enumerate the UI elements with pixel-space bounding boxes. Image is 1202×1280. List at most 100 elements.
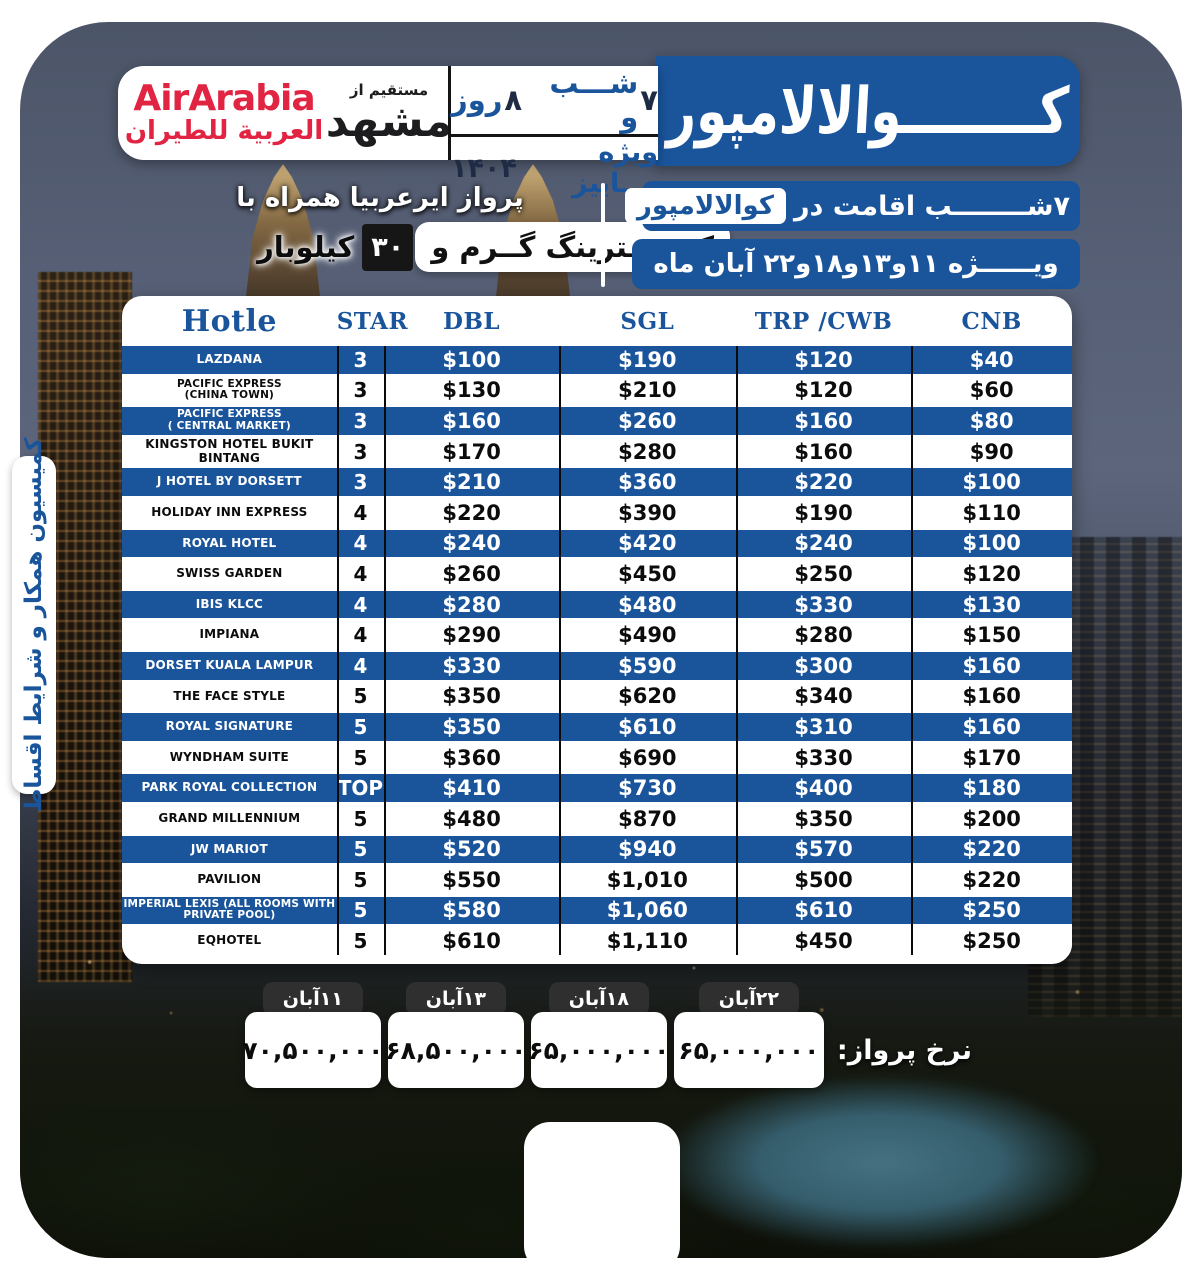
cnb-cell: $220 <box>962 867 1021 892</box>
cnb-cell: $110 <box>962 500 1021 525</box>
dbl-cell: $220 <box>442 500 501 525</box>
duration-segment: روز <box>451 83 503 117</box>
rate-date-badge: ۱۳آبان <box>405 982 506 1016</box>
hotel-name: THE FACE STYLE <box>173 688 286 703</box>
trp-cwb-cell: $330 <box>794 592 853 617</box>
cnb-cell: $80 <box>969 408 1014 433</box>
sgl-cell: $870 <box>618 806 677 831</box>
table-row: PACIFIC EXPRESS( CENTRAL MARKET) 3 $160 $26… <box>122 407 1072 435</box>
hotel-name: PACIFIC EXPRESS (CHINA TOWN) <box>176 377 282 402</box>
flight-with-text: پرواز ایرعربیا همراه با <box>236 183 524 213</box>
trp-cwb-cell: $340 <box>794 684 853 709</box>
dbl-cell: $480 <box>442 806 501 831</box>
trp-cwb-cell: $400 <box>794 776 853 801</box>
departure-dates-line: ویــــــژه ۱۱و۱۳و۱۸و۲۲ آبان ماه <box>632 239 1080 289</box>
sgl-cell: $690 <box>618 745 677 770</box>
flight-rate-item: ۱۳آبان ۶۸,۵۰۰,۰۰۰ <box>385 982 526 1088</box>
dbl-cell: $580 <box>442 898 501 923</box>
dbl-cell: $160 <box>442 408 501 433</box>
duration-segment: شـــب و <box>549 66 639 134</box>
brand-arabic-name: العربية للطيران <box>124 116 324 147</box>
rate-price-value: ۶۵,۰۰۰,۰۰۰ <box>528 1012 669 1088</box>
duration-block: ۷ شـــب و ۸ روز ویژه پـــاییز ۱۴۰۴ <box>448 66 658 199</box>
hotel-name: EQHOTEL <box>197 933 262 948</box>
header-logo-box: AirArabia العربية للطيران مستقیم از مشهد… <box>118 66 658 199</box>
flight-rate-item: ۱۱آبان ۷۰,۵۰۰,۰۰۰ <box>242 982 383 1088</box>
table-row: ROYAL SIGNATURE 5 $350 $610 $310 $160 <box>122 713 1072 741</box>
table-row: EQHOTEL 5 $610 $1,110 $450 $250 <box>122 927 1072 955</box>
table-row: IMPERIAL LEXIS (ALL ROOMS WITH PRIVATE PO… <box>122 896 1072 925</box>
sgl-cell: $260 <box>618 408 677 433</box>
sgl-cell: $390 <box>618 500 677 525</box>
sgl-cell: $210 <box>618 378 677 403</box>
hotel-name: SWISS GARDEN <box>176 566 283 581</box>
star-cell: 3 <box>353 439 368 464</box>
trp-cwb-cell: $250 <box>794 561 853 586</box>
dbl-cell: $240 <box>442 531 501 556</box>
star-cell: 5 <box>353 684 368 709</box>
dbl-cell: $610 <box>442 929 501 954</box>
hotel-name: IMPERIAL LEXIS (ALL ROOMS WITH PRIVATE PO… <box>123 897 336 922</box>
sgl-cell: $450 <box>618 561 677 586</box>
column-header-hotle: Hotle <box>181 303 277 339</box>
duration-segment: ۷ <box>640 83 658 117</box>
swimming-pool <box>660 1075 1100 1250</box>
cnb-cell: $250 <box>962 898 1021 923</box>
hotel-name: J HOTEL BY DORSETT <box>156 474 302 489</box>
dbl-cell: $550 <box>442 867 501 892</box>
dbl-cell: $260 <box>442 561 501 586</box>
trp-cwb-cell: $300 <box>794 653 853 678</box>
column-header-cnb: CNB <box>961 307 1022 335</box>
rate-price-value: ۷۰,۵۰۰,۰۰۰ <box>242 1012 383 1088</box>
flight-rate-item: ۲۲آبان ۶۵,۰۰۰,۰۰۰ <box>673 982 824 1088</box>
hotel-name: LAZDANA <box>196 352 263 367</box>
cnb-cell: $120 <box>962 561 1021 586</box>
dbl-cell: $520 <box>442 837 501 862</box>
star-cell: 5 <box>353 898 368 923</box>
trp-cwb-cell: $330 <box>794 745 853 770</box>
season-line: ویژه پـــاییز ۱۴۰۴ <box>451 137 658 199</box>
sgl-cell: $620 <box>618 684 677 709</box>
header-divider <box>601 183 605 287</box>
season-segment: ۱۴۰۴ <box>451 152 517 184</box>
sgl-cell: $190 <box>618 347 677 372</box>
hotel-price-table: Hotle STAR DBL SGL TRP /CWB CNB LAZDANA 3 $100 $… <box>122 296 1072 964</box>
star-cell: 4 <box>353 592 368 617</box>
star-cell: 3 <box>353 378 368 403</box>
table-row: LAZDANA 3 $100 $190 $120 $40 <box>122 346 1072 374</box>
rate-price-value: ۶۵,۰۰۰,۰۰۰ <box>673 1012 824 1088</box>
destination-title-banner: کــــــــوالالامپور <box>656 56 1080 166</box>
sgl-cell: $1,110 <box>606 929 688 954</box>
hotel-name: IBIS KLCC <box>195 596 263 611</box>
table-row: WYNDHAM SUITE 5 $360 $690 $330 $170 <box>122 743 1072 772</box>
hotel-name: PAVILION <box>197 872 262 887</box>
stay-destination-highlight: کوالالامپور <box>624 188 786 224</box>
star-cell: 5 <box>353 929 368 954</box>
cnb-cell: $220 <box>962 837 1021 862</box>
cnb-cell: $100 <box>962 531 1021 556</box>
dbl-cell: $100 <box>442 347 501 372</box>
rate-date-badge: ۲۲آبان <box>698 982 799 1016</box>
flight-rate-label: نرخ پرواز: <box>836 1035 972 1066</box>
star-cell: 3 <box>353 347 368 372</box>
nights-days-line: ۷ شـــب و ۸ روز <box>451 66 658 137</box>
trp-cwb-cell: $570 <box>794 837 853 862</box>
side-tab-label: کمیسیون همکار و شرایط اقساط <box>21 437 47 813</box>
sgl-cell: $280 <box>618 439 677 464</box>
dbl-cell: $290 <box>442 623 501 648</box>
hotel-name: KINGSTON HOTEL BUKIT BINTANG <box>145 437 314 465</box>
star-cell: 5 <box>353 867 368 892</box>
hotel-name: IMPIANA <box>199 627 260 642</box>
star-cell: 5 <box>353 745 368 770</box>
table-row: PACIFIC EXPRESS (CHINA TOWN) 3 $130 $210 $120… <box>122 376 1072 405</box>
dbl-cell: $170 <box>442 439 501 464</box>
table-row: PARK ROYAL COLLECTION TOP $410 $730 $400 $180 <box>122 774 1072 802</box>
hotel-name: ROYAL HOTEL <box>182 535 277 550</box>
table-row: GRAND MILLENNIUM 5 $480 $870 $350 $200 <box>122 804 1072 833</box>
hotel-name: ROYAL SIGNATURE <box>165 719 294 734</box>
cnb-cell: $200 <box>962 806 1021 831</box>
trp-cwb-cell: $220 <box>794 470 853 495</box>
table-row: ROYAL HOTEL 4 $240 $420 $240 $100 <box>122 529 1072 558</box>
dbl-cell: $360 <box>442 745 501 770</box>
cnb-cell: $160 <box>962 714 1021 739</box>
